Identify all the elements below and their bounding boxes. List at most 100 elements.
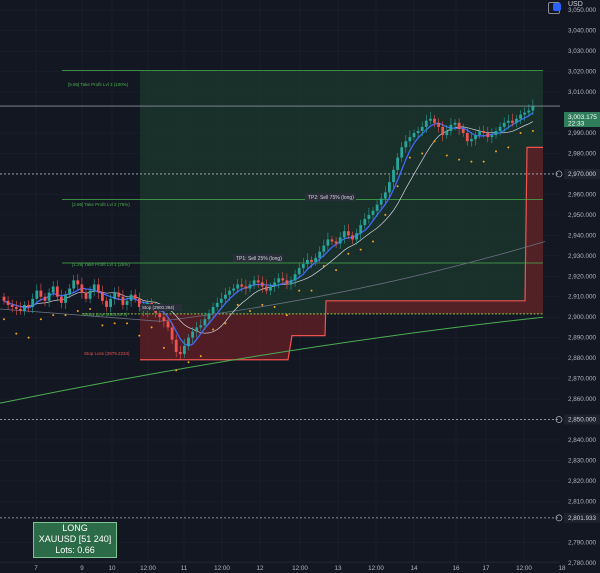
- candle-body: [285, 280, 289, 285]
- chart-mode-icon[interactable]: [553, 3, 561, 11]
- candle-body: [199, 325, 203, 328]
- sar-dot: [372, 240, 374, 243]
- candle-body: [183, 345, 186, 355]
- sar-dot: [27, 336, 30, 339]
- sar-dot: [138, 334, 141, 337]
- candle-body: [400, 147, 404, 158]
- price-axis[interactable]: 3,050.000 3,040.000 3,030.000 3,020.000 3,01…: [555, 7, 600, 567]
- candle-body: [527, 110, 531, 113]
- candle-body: [511, 120, 514, 123]
- entry-tag-bg: [140, 304, 182, 311]
- sar-dot: [224, 322, 227, 325]
- candle-body: [297, 268, 301, 275]
- candle-body: [293, 274, 297, 281]
- price-tick: 2,980.000: [568, 150, 597, 157]
- candle-body: [260, 282, 264, 287]
- candle-body: [47, 292, 51, 301]
- candle-body: [494, 130, 498, 136]
- candle-body: [441, 126, 445, 136]
- sar-dot: [421, 152, 424, 155]
- sar-dot: [162, 346, 165, 349]
- price-tick: 2,960.000: [568, 191, 597, 198]
- sar-dot: [273, 305, 276, 308]
- candle-body: [429, 118, 432, 121]
- price-tick: 2,900.000: [568, 314, 597, 321]
- candle-body: [113, 292, 117, 299]
- price-tick: 3,050.000: [568, 7, 597, 14]
- candle-body: [519, 114, 522, 119]
- candle-body: [314, 257, 317, 262]
- candle-body: [310, 259, 313, 262]
- sar-dot: [76, 310, 79, 313]
- entry-tag: Stop (2900.394): [142, 305, 175, 310]
- sar-dot: [519, 132, 522, 135]
- candle-body: [240, 284, 244, 287]
- candle-body: [101, 292, 104, 301]
- tp2-tag-bg: [305, 193, 356, 201]
- sar-dot: [396, 185, 399, 188]
- candle-body: [27, 304, 30, 307]
- candle-body: [170, 327, 174, 340]
- price-tick: 2,950.000: [568, 212, 597, 219]
- candle-body: [174, 339, 178, 352]
- candle-body: [347, 231, 350, 236]
- candle-body: [14, 306, 18, 310]
- trade-zones: [140, 70, 543, 361]
- time-tick: 9: [80, 565, 84, 572]
- time-tick: 12:00: [368, 565, 384, 572]
- candle-body: [363, 218, 367, 226]
- ma-slow-line: [3, 121, 534, 334]
- candle-body: [445, 130, 449, 136]
- candle-body: [23, 304, 26, 312]
- candle-body: [412, 133, 416, 138]
- candle-body: [465, 133, 469, 142]
- candle-body: [289, 280, 293, 285]
- price-tick: 2,890.000: [568, 335, 597, 342]
- candle-body: [211, 306, 215, 314]
- sar-dot: [150, 326, 153, 329]
- candle-body: [474, 135, 477, 140]
- ma-fast-line: [3, 112, 534, 347]
- candle-body: [84, 292, 88, 299]
- time-tick: 12: [256, 565, 264, 572]
- candle-body: [318, 251, 322, 258]
- time-axis[interactable]: 7 9 10 12:00 11 12:00 12 12:00 13 12:00 14 16 17 12:0…: [0, 561, 566, 572]
- candle-body: [162, 317, 166, 322]
- sar-dot: [199, 355, 202, 358]
- candle-body: [351, 235, 354, 240]
- price-tick: 3,010.000: [568, 89, 597, 96]
- candle-body: [383, 192, 387, 199]
- price-tick: 3,020.000: [568, 69, 597, 76]
- candle-body: [19, 309, 22, 312]
- price-tick: 2,860.000: [568, 396, 597, 403]
- candle-body: [68, 288, 71, 295]
- currency-label[interactable]: USD: [568, 1, 583, 8]
- sar-dot: [113, 322, 116, 325]
- sar-dot: [236, 303, 239, 306]
- candle-body: [256, 280, 260, 283]
- candle-body: [224, 294, 227, 299]
- candle-body: [457, 122, 461, 129]
- parabolic-sar: [3, 129, 534, 372]
- candle-body: [502, 122, 506, 127]
- candle-body: [6, 300, 10, 305]
- candle-body: [359, 225, 363, 234]
- candle-body: [330, 239, 334, 242]
- price-tick: 2,830.000: [568, 457, 597, 464]
- candle-body: [72, 280, 76, 289]
- candle-body: [334, 241, 338, 244]
- candle-body: [129, 294, 133, 301]
- sar-dot: [458, 158, 461, 161]
- candle-body: [2, 296, 6, 301]
- price-tick: 2,840.000: [568, 437, 597, 444]
- sar-dot: [335, 269, 338, 272]
- sar-dot: [187, 361, 190, 364]
- candle-body: [166, 321, 170, 328]
- current-price: 3,003.175: [568, 114, 597, 121]
- entry-label: Entry Line (2901.573): [84, 312, 128, 317]
- level-lines: [0, 70, 560, 519]
- candle-body: [109, 298, 112, 307]
- candle-body: [60, 296, 63, 303]
- candle-body: [515, 118, 518, 123]
